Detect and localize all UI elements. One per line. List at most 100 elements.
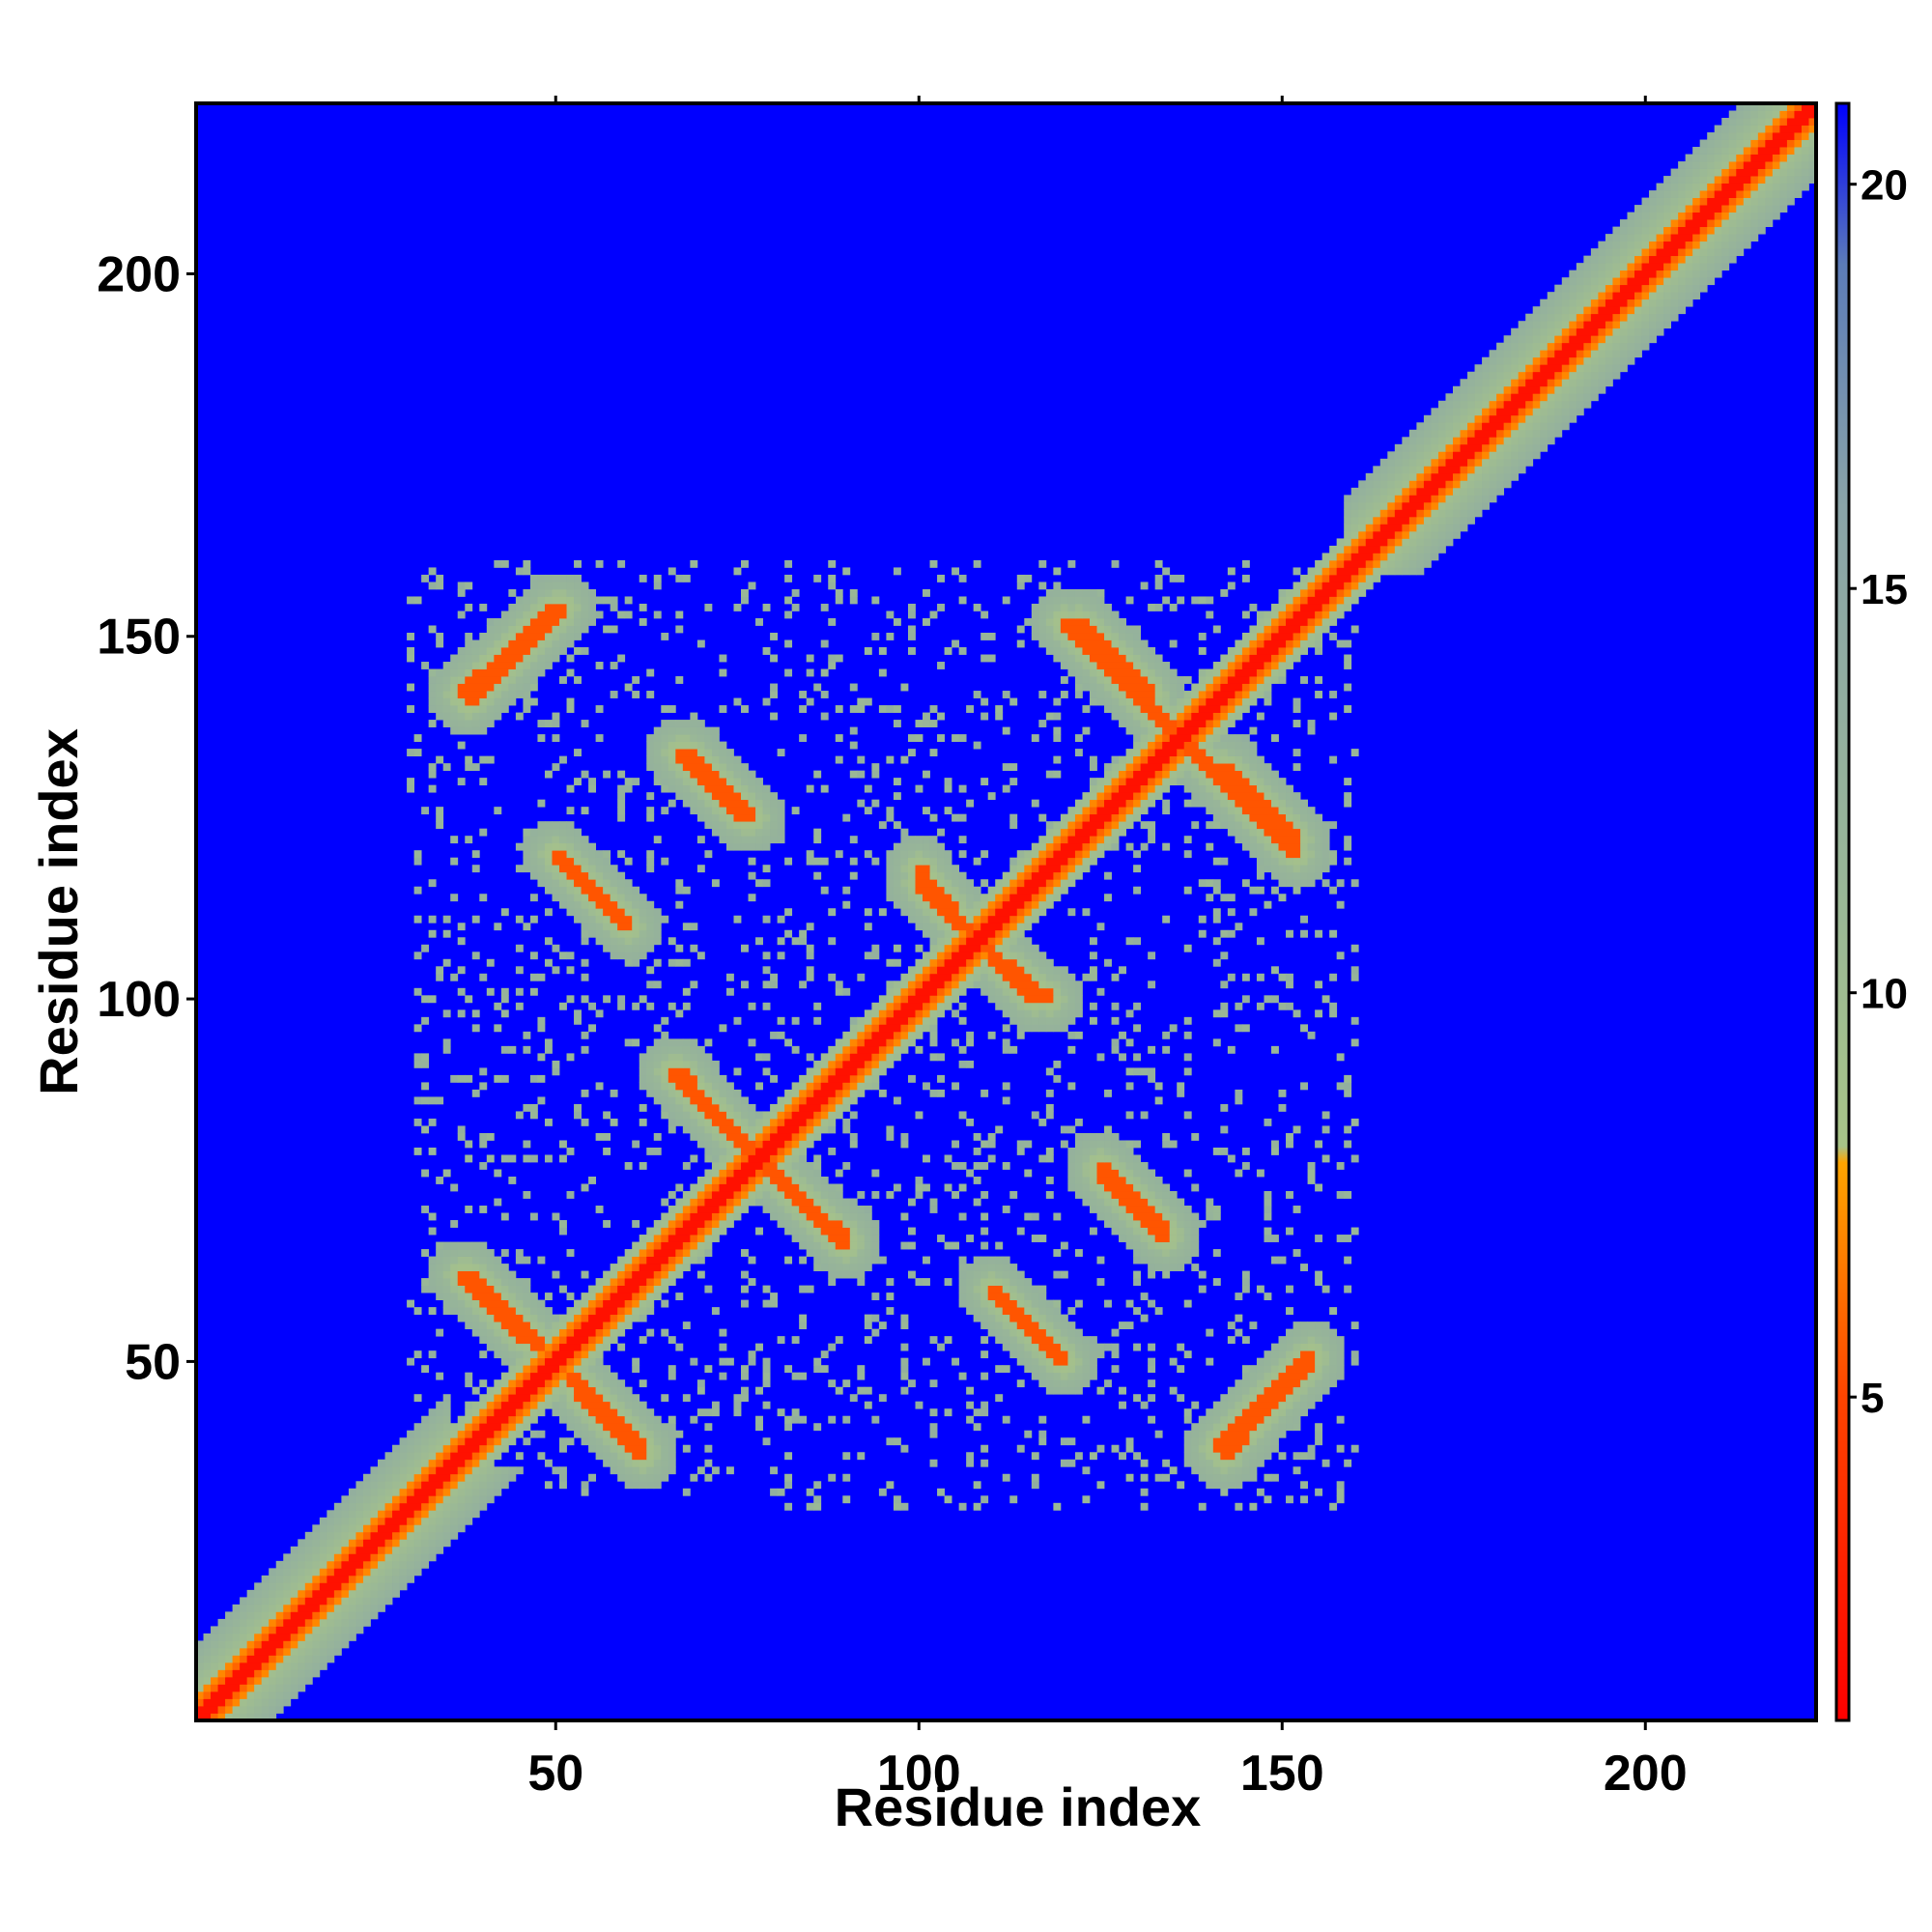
heatmap-cell (791, 1198, 814, 1207)
heatmap-cell (1321, 821, 1330, 830)
heatmap-cell (653, 958, 662, 967)
heatmap-cell (958, 1212, 967, 1221)
heatmap-cell (1169, 1191, 1178, 1199)
heatmap-cell (515, 712, 524, 721)
heatmap-cell (384, 1553, 393, 1562)
heatmap-cell (1067, 973, 1076, 981)
heatmap-cell (413, 1481, 422, 1490)
heatmap-cell (465, 668, 473, 677)
heatmap-cell (1350, 1038, 1359, 1047)
heatmap-cell (1212, 1212, 1221, 1221)
heatmap-cell (1104, 1183, 1134, 1192)
heatmap-cell (849, 1016, 858, 1025)
heatmap-cell (704, 807, 713, 815)
heatmap-cell (544, 1328, 553, 1337)
heatmap-cell (1162, 1206, 1171, 1213)
heatmap-cell (436, 683, 444, 692)
heatmap-cell (1031, 734, 1039, 742)
heatmap-cell (428, 1212, 437, 1221)
heatmap-cell (1270, 784, 1279, 793)
heatmap-cell (581, 1488, 589, 1496)
heatmap-cell (1191, 821, 1200, 830)
heatmap-cell (471, 915, 480, 923)
heatmap-cell (1241, 697, 1250, 706)
heatmap-cell (1053, 842, 1062, 851)
heatmap-cell (639, 908, 647, 917)
heatmap-cell (1286, 1132, 1293, 1141)
heatmap-cell (1031, 1473, 1039, 1482)
heatmap-cell (842, 1452, 851, 1461)
heatmap-cell (1220, 1466, 1229, 1475)
heatmap-cell (515, 1430, 524, 1438)
heatmap-cell (595, 705, 604, 713)
heatmap-cell (370, 1560, 379, 1569)
heatmap-cell (1177, 1343, 1185, 1351)
heatmap-cell (653, 755, 662, 764)
heatmap-cell (566, 1249, 575, 1257)
heatmap-cell (610, 1379, 618, 1388)
heatmap-cell (566, 894, 575, 902)
heatmap-cell (588, 1365, 597, 1374)
heatmap-cell (1031, 1016, 1039, 1025)
heatmap-cell (857, 1067, 866, 1076)
heatmap-cell (1148, 1343, 1156, 1351)
heatmap-cell (500, 697, 509, 706)
heatmap-cell (980, 952, 989, 960)
heatmap-cell (907, 749, 916, 757)
heatmap-cell (1002, 952, 1010, 960)
heatmap-cell (290, 1690, 298, 1699)
heatmap-cell (283, 1640, 292, 1649)
heatmap-cell (348, 1626, 356, 1634)
heatmap-cell (828, 1183, 837, 1192)
heatmap-cell (1060, 1343, 1068, 1351)
heatmap-cell (370, 1604, 379, 1612)
heatmap-cell (784, 1212, 793, 1221)
heatmap-cell (632, 1241, 640, 1250)
heatmap-cell (1009, 1343, 1018, 1351)
heatmap-cell (196, 1655, 204, 1663)
heatmap-cell (399, 1481, 408, 1490)
heatmap-cell (399, 1560, 408, 1569)
heatmap-cell (457, 923, 466, 931)
heatmap-cell (857, 1256, 866, 1264)
heatmap-cell (813, 1002, 822, 1010)
heatmap-cell (232, 1611, 241, 1620)
heatmap-cell (436, 1495, 444, 1504)
heatmap-cell (225, 1647, 233, 1656)
heatmap-cell (1350, 1321, 1359, 1330)
heatmap-cell (407, 1546, 415, 1554)
heatmap-cell (333, 1517, 342, 1525)
heatmap-cell (632, 1293, 640, 1301)
heatmap-cell (1350, 973, 1359, 981)
heatmap-cell (537, 1394, 546, 1403)
heatmap-cell (1162, 807, 1171, 815)
heatmap-cell (1344, 1191, 1352, 1199)
heatmap-cell (457, 1241, 473, 1250)
heatmap-cell (1307, 857, 1316, 866)
heatmap-cell (595, 1299, 604, 1308)
heatmap-cell (711, 1235, 720, 1242)
heatmap-cell (1125, 1169, 1134, 1178)
heatmap-cell (304, 1568, 313, 1577)
heatmap-cell (384, 1582, 393, 1591)
heatmap-cell (813, 1264, 822, 1271)
heatmap-cell (1270, 1256, 1279, 1264)
heatmap-cell (813, 683, 822, 692)
heatmap-cell (944, 952, 952, 960)
heatmap-cell (421, 1053, 430, 1062)
heatmap-cell (370, 1589, 379, 1598)
heatmap-cell (319, 1524, 327, 1533)
heatmap-cell (675, 1249, 684, 1257)
heatmap-cell (399, 1495, 408, 1504)
heatmap-cell (923, 770, 930, 779)
heatmap-cell (915, 908, 923, 917)
heatmap-cell (682, 1241, 691, 1250)
heatmap-cell (1096, 1183, 1105, 1192)
heatmap-cell (428, 1423, 437, 1432)
heatmap-cell (682, 1161, 691, 1170)
heatmap-cell (304, 1676, 313, 1685)
heatmap-cell (610, 1285, 618, 1293)
heatmap-cell (232, 1705, 241, 1714)
heatmap-cell (711, 1096, 720, 1105)
heatmap-cell (1206, 799, 1214, 808)
